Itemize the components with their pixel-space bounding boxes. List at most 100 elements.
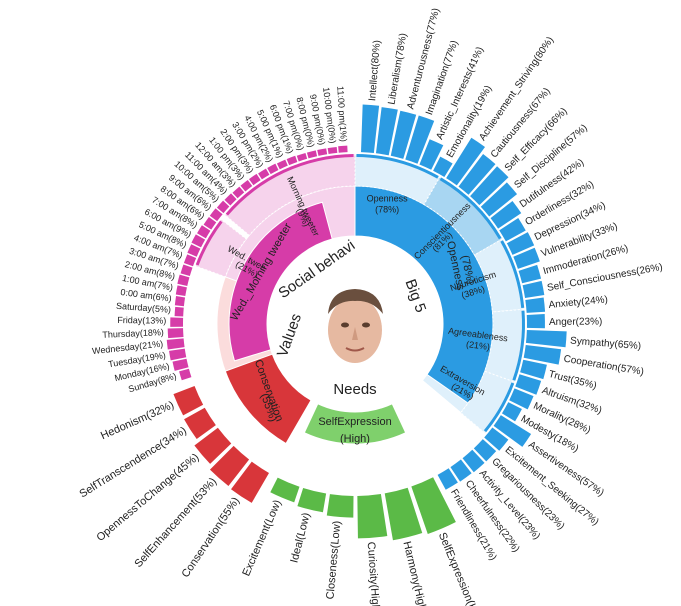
needs_items-bar <box>357 494 388 539</box>
needs_items-bar <box>411 477 456 534</box>
needs_items-label: Harmony(High) <box>401 540 430 606</box>
social_items-bar <box>306 150 318 159</box>
social_items-bar <box>187 244 201 257</box>
big5_facets-label: Intellect(80%) <box>367 40 383 102</box>
needs_items-bar <box>326 494 354 518</box>
big5_facets-bar <box>361 104 380 154</box>
big5_facets-bar <box>419 139 444 170</box>
values_items-label: SelfTranscendence(34%) <box>78 425 189 501</box>
big5_facets-bar <box>437 468 458 490</box>
social_items-bar <box>197 225 211 239</box>
center-group <box>312 281 398 367</box>
big5_facets-bar <box>433 156 453 178</box>
subtrait-edge-0 <box>356 154 439 179</box>
social_items-bar <box>224 193 237 206</box>
social_items-bar <box>180 264 193 277</box>
subtrait-edge-6 <box>195 220 223 266</box>
big5_facets-bar <box>490 200 522 229</box>
big5_facets-bar <box>526 314 545 329</box>
social_items-bar <box>179 368 192 381</box>
values_items-bar <box>231 461 269 503</box>
big5_facets-bar <box>501 402 522 422</box>
big5_facets-bar <box>450 459 472 482</box>
big5_facets-bar <box>493 415 532 447</box>
social_items-bar <box>191 234 206 248</box>
big5_facets-label: Anxiety(24%) <box>548 294 608 311</box>
social_items-label: 11:00 pm(1%) <box>335 86 349 142</box>
social_items-bar <box>209 208 223 222</box>
big5_facets-bar <box>473 439 497 462</box>
needs_items-bar <box>297 487 327 513</box>
values_items-label: SelfEnhancement(53%) <box>133 476 220 570</box>
social_items-bar <box>338 145 348 153</box>
social_items-bar <box>167 328 184 339</box>
values_items-bar <box>184 407 216 440</box>
big5_facets-bar <box>518 264 542 284</box>
social_items-bar <box>169 348 187 361</box>
social_items-bar <box>175 285 187 297</box>
subtrait-edge-2 <box>500 240 525 308</box>
big5_facets-label: Anger(23%) <box>549 316 602 327</box>
middle-segment-1 <box>303 403 407 445</box>
needs_items-label: Curiosity(High) <box>365 541 382 606</box>
subtrait-label-0: Openness <box>367 194 409 204</box>
big5_facets-bar <box>446 137 486 186</box>
inner-ring-bg <box>266 236 443 412</box>
social_items-bar <box>317 148 328 156</box>
needs_items-bar <box>384 487 423 541</box>
big5_facets-bar <box>390 110 417 159</box>
inner-label-needs: Needs <box>333 381 376 398</box>
needs_items-bar <box>270 477 300 503</box>
subtrait-sub-0: (78%) <box>375 205 399 215</box>
subtrait-edge-1 <box>439 177 502 240</box>
social_items-bar <box>203 216 217 230</box>
subtrait-segment-4 <box>460 370 516 434</box>
social_items-bar <box>286 155 298 166</box>
portrait-photo <box>328 289 383 363</box>
social_items-bar <box>240 179 253 192</box>
values_items-bar <box>209 445 250 486</box>
big5_facets-bar <box>522 280 545 298</box>
big5_facets-label: Cooperation(57%) <box>563 354 645 378</box>
facet-bars <box>166 104 567 541</box>
big5_facets-bar <box>499 217 526 242</box>
middle-segment-2 <box>224 353 312 445</box>
social_items-bar <box>267 163 279 175</box>
big5_facets-bar <box>470 166 509 206</box>
middle-sub-0: (78%) <box>458 254 476 285</box>
big5_facets-bar <box>506 232 535 255</box>
big5_facets-bar <box>525 330 567 348</box>
big5_facets-label: Sympathy(65%) <box>570 336 642 353</box>
social_items-bar <box>327 146 338 155</box>
subtrait-segment-5 <box>224 153 356 236</box>
middle-segment-3 <box>228 201 333 362</box>
social_items-bar <box>174 296 186 307</box>
social_items-bar <box>166 338 185 350</box>
social_items-bar <box>232 186 245 199</box>
subtrait-edge-4 <box>483 382 515 433</box>
social_items-bar <box>248 173 261 186</box>
big5_facets-bar <box>462 449 485 473</box>
social_items-label: Thursday(18%) <box>102 327 164 340</box>
middle-sub-1: (High) <box>340 433 370 445</box>
subtrait-sub-3: (21%) <box>465 339 490 352</box>
social_items-bar <box>258 168 270 180</box>
social_items-bar <box>276 159 288 170</box>
needs_items-label: Ideal(Low) <box>288 512 312 565</box>
big5_facets-bar <box>480 182 518 217</box>
big5_facets-bar <box>484 427 509 451</box>
social_items-bar <box>172 358 189 371</box>
big5_facets-label: Liberalism(78%) <box>386 32 409 105</box>
values_items-bar <box>173 385 204 416</box>
big5_facets-bar <box>513 247 540 269</box>
big5_facets-bar <box>515 374 542 395</box>
values_items-bar <box>194 427 232 464</box>
social_items-label: Friday(13%) <box>117 315 166 326</box>
big5_facets-bar <box>458 154 496 195</box>
big5_facets-bar <box>523 344 562 365</box>
social_items-bar <box>296 153 308 162</box>
social_items-bar <box>216 200 230 214</box>
big5_facets-bar <box>520 359 547 380</box>
social_items-label: Saturday(5%) <box>116 301 172 315</box>
